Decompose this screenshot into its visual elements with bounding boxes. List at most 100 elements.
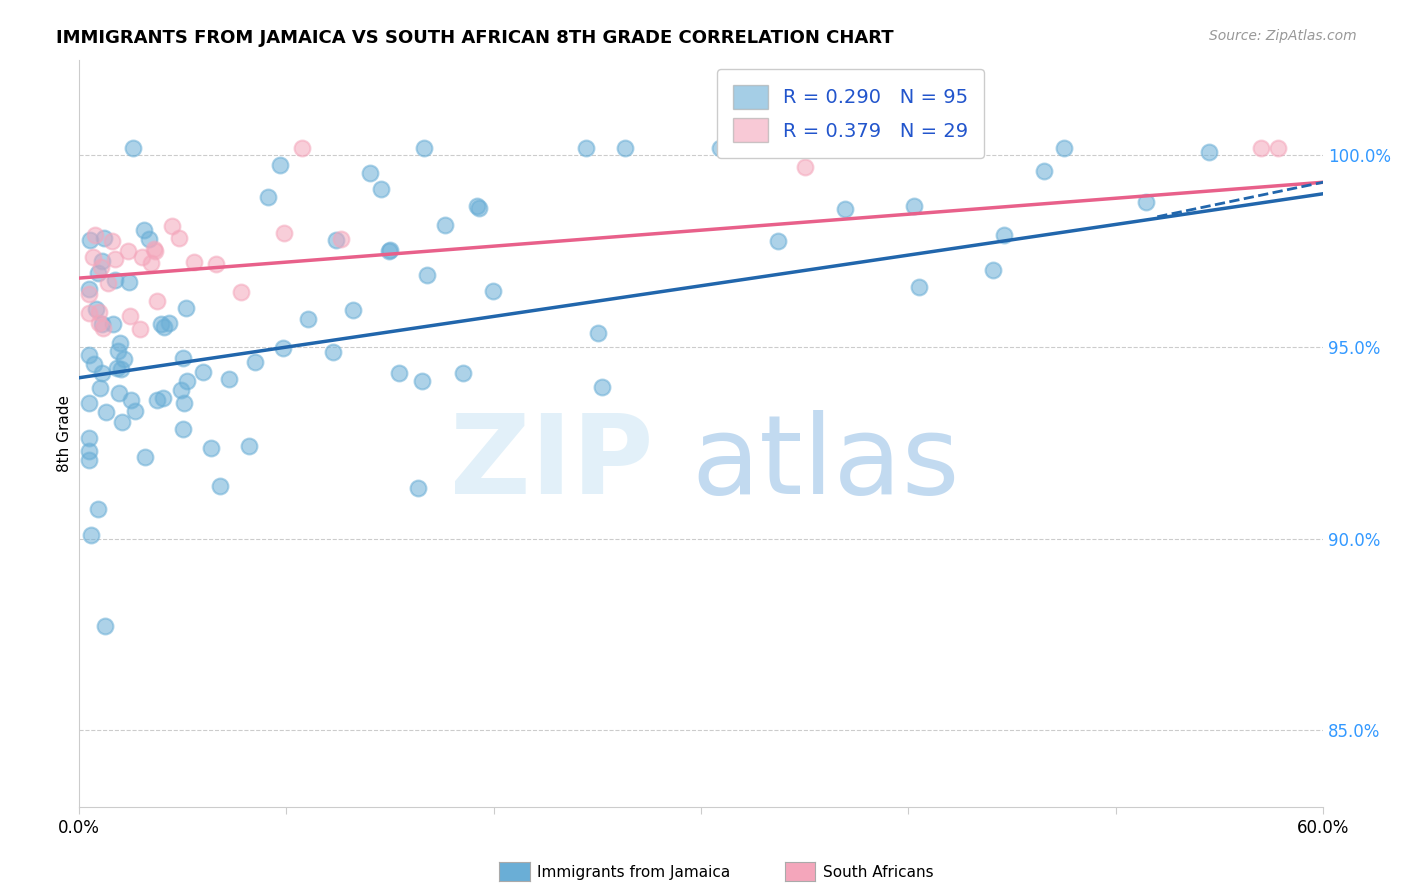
Point [91,317,114,331]
Point [845,141,868,155]
Point [908,280,931,294]
Point [87,305,110,319]
Point [922,141,945,155]
Point [1053,141,1076,155]
Point [152,391,174,405]
Point [79,282,101,296]
Point [105,360,128,375]
Point [200,441,222,455]
Point [271,341,294,355]
Point [104,252,127,266]
Point [325,233,347,247]
Point [79,234,101,248]
Point [110,362,132,376]
Legend: R = 0.290   N = 95, R = 0.379   N = 29: R = 0.290 N = 95, R = 0.379 N = 29 [717,70,984,158]
Point [467,201,489,215]
Point [342,302,364,317]
Point [79,431,101,445]
Point [957,141,980,155]
Point [191,365,214,379]
Point [205,257,228,271]
Point [378,244,401,258]
Point [388,366,411,380]
Point [273,226,295,240]
Point [172,351,194,365]
Point [411,375,433,389]
Point [79,306,101,320]
Point [138,231,160,245]
Point [766,234,789,248]
Point [238,439,260,453]
Point [134,450,156,464]
Point [981,262,1004,277]
Point [176,374,198,388]
Point [160,219,183,234]
Point [170,384,193,398]
Point [208,479,231,493]
Point [79,452,101,467]
Point [87,502,110,516]
Point [83,227,105,242]
Text: Source: ZipAtlas.com: Source: ZipAtlas.com [1209,29,1357,43]
Point [104,273,127,287]
Point [97,276,120,290]
Point [1267,141,1289,155]
Point [359,166,381,180]
Point [131,250,153,264]
Point [121,141,143,155]
Point [416,268,439,283]
Point [183,254,205,268]
Point [793,160,815,174]
Point [591,380,613,394]
Point [174,301,197,315]
Point [956,141,979,155]
Point [269,158,291,172]
Text: Immigrants from Jamaica: Immigrants from Jamaica [537,865,730,880]
Point [89,381,111,395]
Point [172,422,194,436]
Point [575,141,598,155]
Point [117,244,139,258]
Point [80,528,103,542]
Point [84,301,107,316]
Y-axis label: 8th Grade: 8th Grade [58,395,72,472]
Point [101,234,124,248]
Point [218,372,240,386]
Point [378,243,401,257]
Point [709,141,731,155]
Point [291,141,314,155]
Point [93,231,115,245]
Point [96,405,118,419]
Point [82,250,104,264]
Text: IMMIGRANTS FROM JAMAICA VS SOUTH AFRICAN 8TH GRADE CORRELATION CHART: IMMIGRANTS FROM JAMAICA VS SOUTH AFRICAN… [56,29,894,46]
Point [143,244,166,258]
Point [167,231,190,245]
Point [89,316,111,330]
Point [90,260,112,274]
Point [93,619,115,633]
Text: atlas: atlas [692,409,960,516]
Point [153,319,176,334]
Text: ZIP: ZIP [450,409,654,516]
Point [146,392,169,407]
Point [406,481,429,495]
Point [79,443,101,458]
Point [782,141,804,155]
Point [146,293,169,308]
Point [79,396,101,410]
Point [112,352,135,367]
Point [229,285,252,299]
Point [321,345,343,359]
Point [921,141,943,155]
Point [834,202,856,216]
Point [87,266,110,280]
Point [481,284,503,298]
Point [586,326,609,340]
Point [956,141,979,155]
Point [1198,145,1220,159]
Point [297,312,319,326]
Point [118,275,141,289]
Point [132,223,155,237]
Point [103,317,125,331]
Point [107,344,129,359]
